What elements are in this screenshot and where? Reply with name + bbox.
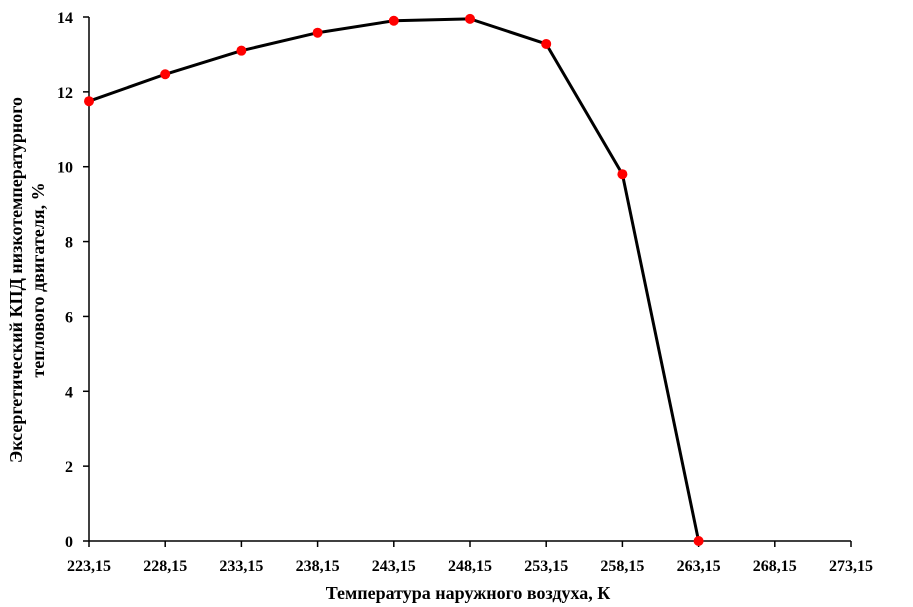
data-point [465, 13, 475, 24]
x-tick-label: 263,15 [677, 558, 721, 575]
x-tick-label: 233,15 [219, 558, 263, 575]
data-point [617, 169, 628, 180]
x-tick-label: 223,15 [67, 558, 111, 575]
y-tick-label: 2 [65, 459, 73, 476]
y-tick-label: 14 [57, 10, 73, 27]
y-tick-label: 6 [65, 309, 73, 326]
x-tick-label: 243,15 [372, 558, 416, 575]
data-point [693, 536, 704, 546]
series-line [88, 17, 701, 542]
x-tick-label: 268,15 [753, 558, 797, 575]
axes [83, 16, 852, 547]
y-tick-label: 4 [65, 384, 73, 401]
series [84, 13, 704, 546]
y-tick-label: 12 [57, 85, 73, 102]
data-point [312, 27, 323, 38]
x-tick-label: 248,15 [448, 558, 492, 575]
tick-labels: 0 2 4 6 8 10 12 14 223,15 228,15 233,15 238,15 243,1… [57, 10, 873, 575]
data-point [541, 38, 552, 49]
data-point [160, 69, 171, 80]
data-point [84, 96, 94, 107]
y-tick-label: 0 [65, 534, 73, 551]
data-point [236, 45, 247, 56]
y-tick-label: 10 [57, 160, 73, 177]
y-axis-title-line-1: Эксергетический КПД низкотемпературного [6, 97, 26, 463]
y-axis-title-line-2: теплового двигателя, % [28, 182, 48, 377]
x-tick-label: 273,15 [829, 558, 873, 575]
x-tick-label: 228,15 [143, 558, 187, 575]
x-tick-label: 253,15 [524, 558, 568, 575]
x-tick-label: 238,15 [296, 558, 340, 575]
x-tick-label: 258,15 [600, 558, 644, 575]
y-tick-label: 8 [65, 235, 73, 252]
y-axis-title: Эксергетический КПД низкотемпературного … [6, 97, 48, 463]
data-point [388, 15, 399, 26]
x-axis-title: Температура наружного воздуха, К [326, 583, 611, 603]
